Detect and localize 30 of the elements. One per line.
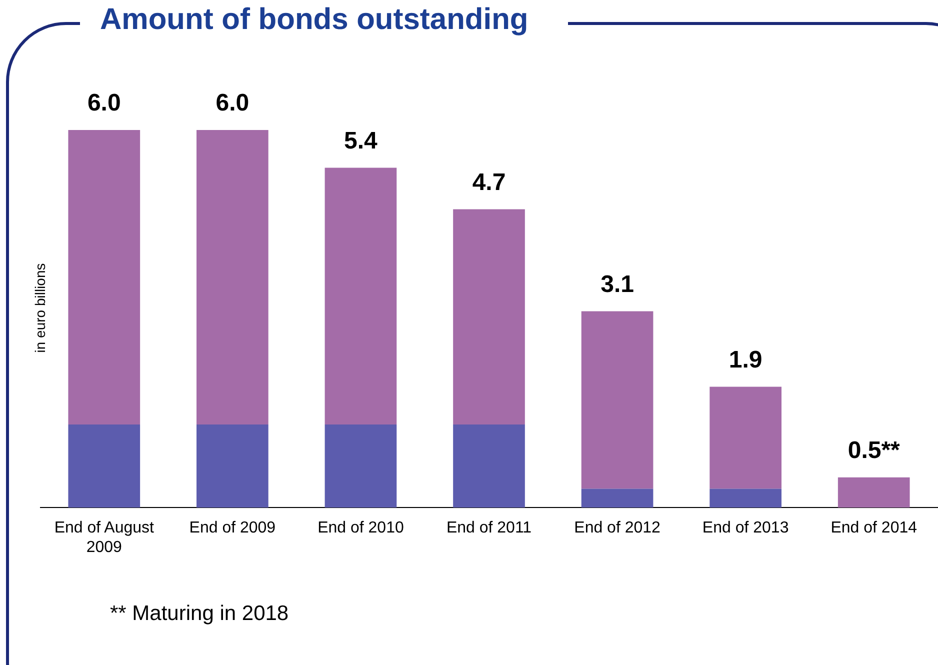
bar [68,424,140,508]
x-tick-label: End of 2010 [318,520,404,537]
annotation: 0.5** [848,437,901,464]
text: ** Maturing in 2018 [110,602,289,626]
bar [838,477,910,508]
x-tick-label: End of August 2009 [54,520,155,556]
annotation: 6.0 [216,90,250,117]
annotation: 4.7 [472,168,506,196]
y-axis-title: in euro billions [32,262,48,355]
annotation: 1.9 [728,346,762,374]
x-tick-label: End of 2009 [189,520,276,537]
bar [710,488,782,508]
bar [324,168,397,425]
x-tick-label: End of 2011 [446,520,532,537]
bar [324,424,397,508]
x-tick-label: End of 2014 [830,520,918,537]
annotation: 5.4 [344,127,378,154]
annotation: 6.0 [87,90,121,117]
bar [68,130,140,425]
annotation: 3.1 [600,270,634,298]
bar [453,209,525,425]
bar [581,488,654,508]
bar [581,311,654,489]
bar [710,386,782,489]
x-tick-label: End of 2012 [574,520,661,537]
x-tick-label: End of 2013 [702,520,789,537]
bar [196,424,268,508]
chart-title: Amount of bonds outstanding [80,2,568,38]
bar [453,424,525,508]
bar [196,130,268,425]
